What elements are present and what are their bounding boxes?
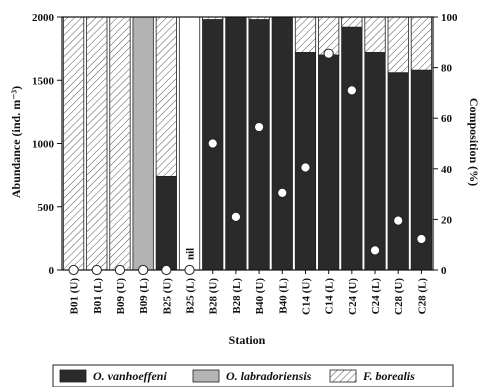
y2-tick-label-4: 80 [441, 63, 453, 75]
legend-swatch-1 [192, 369, 220, 383]
y-tick-label-4: 2000 [32, 12, 55, 24]
bar-segment-0-12 [341, 26, 363, 271]
x-tick-label-2: B09 (U) [115, 278, 127, 315]
abundance-marker-10 [300, 162, 311, 173]
axes-layer: 0 500 1000 1500 2000 0 20 40 60 80 100 [32, 12, 458, 277]
abundance-marker-7 [230, 211, 242, 222]
abundance-marker-0 [68, 264, 79, 276]
x-tick-label-1: B01 (L) [92, 278, 104, 314]
x-tick-label-10: C14 (U) [300, 278, 312, 315]
abundance-marker-13 [369, 245, 381, 256]
abundance-marker-9 [277, 187, 288, 198]
x-tick-label-8: B40 (U) [254, 278, 266, 315]
bar-segment-2-10 [294, 16, 317, 53]
y2-tick-label-3: 60 [441, 113, 453, 125]
legend-items: O. vanhoeffeni O. labradoriensis F. boreal… [59, 369, 415, 383]
bar-segment-0-11 [318, 54, 340, 271]
abundance-marker-6 [207, 138, 218, 149]
x-tick-label-13: C24 (L) [370, 278, 382, 315]
labels-layer: B01 (U) B01 (L) B09 (U) B09 (L) B25 (U) B25 (… [69, 248, 429, 315]
abundance-marker-3 [138, 264, 149, 276]
x-axis-title: Station [229, 333, 266, 347]
abundance-marker-11 [323, 48, 334, 59]
bar-segment-0-13 [364, 52, 386, 271]
bar-empty-5 [178, 16, 201, 271]
y-tick-label-1: 500 [38, 202, 55, 214]
bar-segment-2-1 [86, 16, 108, 271]
legend-label-2: F. borealis [362, 369, 415, 383]
x-tick-label-6: B28 (U) [208, 278, 220, 315]
bar-segment-0-9 [271, 16, 293, 271]
abundance-marker-14 [393, 215, 404, 226]
bar-segment-2-4 [155, 16, 177, 177]
bar-segment-0-10 [294, 52, 317, 271]
x-tick-label-14: C28 (U) [393, 278, 405, 315]
x-tick-label-11: C14 (L) [324, 278, 336, 315]
abundance-marker-4 [161, 264, 172, 276]
x-tick-label-0: B01 (U) [69, 278, 81, 315]
legend-swatch-2 [329, 369, 357, 383]
markers-layer [68, 48, 427, 276]
abundance-marker-8 [253, 121, 265, 133]
y-axis-title: Abundance (ind. m⁻³) [9, 86, 23, 198]
x-tick-label-9: B40 (L) [277, 278, 289, 314]
abundance-marker-5 [184, 264, 195, 276]
bars-layer [62, 16, 433, 271]
bar-segment-0-7 [225, 16, 247, 271]
bar-segment-2-13 [364, 16, 386, 53]
x-tick-label-7: B28 (L) [231, 278, 243, 314]
y2-tick-label-1: 20 [441, 214, 453, 226]
abundance-marker-15 [416, 233, 427, 245]
bar-segment-2-12 [341, 16, 363, 28]
bar-segment-1-3 [132, 16, 154, 271]
x-tick-label-15: C28 (L) [416, 278, 428, 315]
legend-label-1: O. labradoriensis [226, 369, 312, 383]
y2-tick-label-2: 40 [441, 164, 453, 176]
bar-segment-2-2 [109, 16, 131, 271]
bar-segment-2-15 [410, 16, 433, 71]
x-tick-label-3: B09 (L) [138, 278, 150, 314]
legend: O. vanhoeffeni O. labradoriensis F. boreal… [52, 364, 454, 388]
y-tick-label-0: 0 [49, 265, 55, 277]
bar-segment-0-8 [248, 19, 270, 271]
x-tick-label-12: C24 (U) [347, 278, 359, 315]
y2-axis-title: Composition (%) [467, 98, 481, 186]
y-tick-label-2: 1000 [32, 139, 55, 151]
annotation-label-0: nil [185, 248, 197, 260]
y2-tick-label-0: 0 [441, 265, 447, 277]
bar-segment-2-14 [387, 16, 409, 74]
legend-swatch-0 [59, 369, 87, 383]
abundance-marker-1 [91, 264, 102, 276]
y-tick-label-3: 1500 [32, 75, 55, 87]
bar-segment-0-14 [387, 72, 409, 271]
abundance-marker-12 [346, 85, 357, 96]
abundance-marker-2 [114, 264, 126, 276]
y2-tick-label-5: 100 [441, 12, 458, 24]
bar-segment-2-0 [62, 16, 85, 271]
x-tick-label-5: B25 (L) [185, 278, 197, 314]
legend-label-0: O. vanhoeffeni [93, 369, 167, 383]
x-tick-label-4: B25 (U) [161, 278, 173, 315]
bar-segment-0-4 [155, 175, 177, 271]
